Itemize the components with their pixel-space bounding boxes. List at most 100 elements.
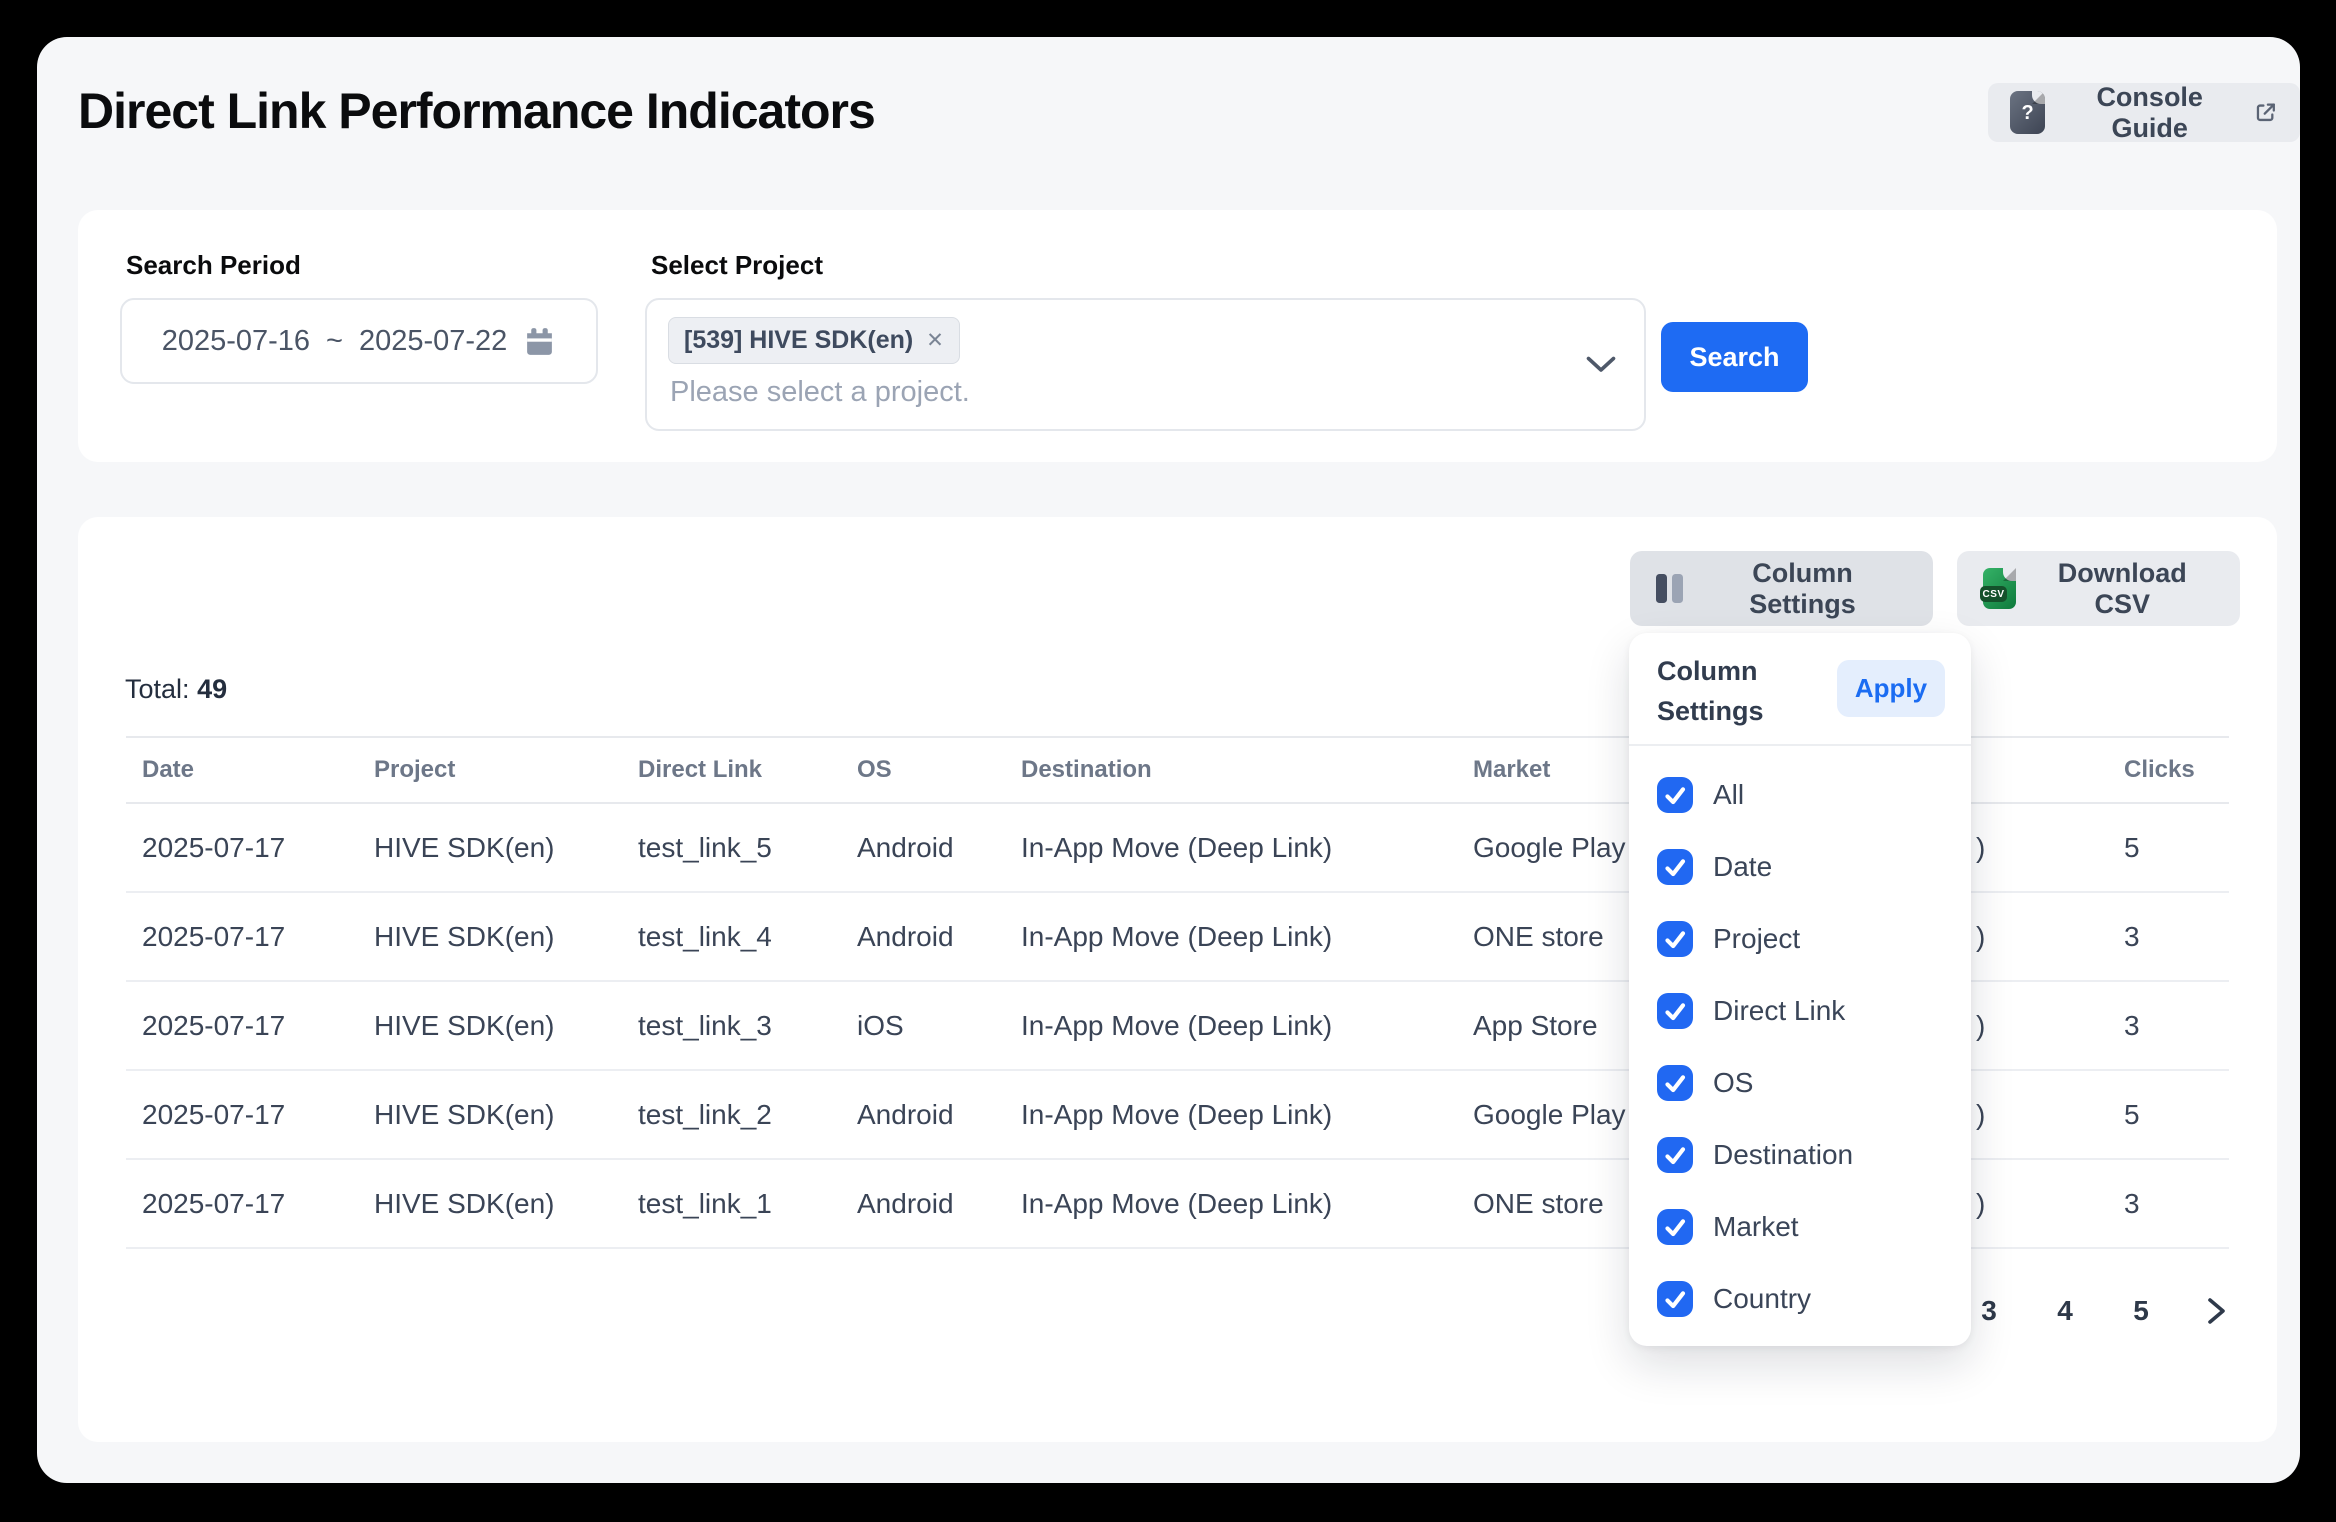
col-header-clicks: Clicks: [2108, 736, 2229, 804]
cell-clicks: 3: [2108, 892, 2229, 982]
cell-direct-link: test_link_2: [622, 1070, 841, 1160]
panel-title: Column Settings: [1657, 656, 1764, 726]
page-5[interactable]: 5: [2133, 1295, 2149, 1326]
page-3[interactable]: 3: [1981, 1295, 1997, 1326]
question-doc-icon: ?: [2010, 91, 2046, 134]
csv-fold-shade: [2002, 568, 2016, 581]
download-csv-button[interactable]: CSV Download CSV: [1957, 551, 2240, 626]
option-label: Date: [1713, 851, 1773, 882]
cell-date: 2025-07-17: [126, 1159, 358, 1249]
cell-destination: In-App Move (Deep Link): [1005, 981, 1457, 1071]
cell-os: Android: [841, 1159, 1005, 1249]
cell-date: 2025-07-17: [126, 803, 358, 893]
col-header-destination: Destination: [1005, 736, 1457, 804]
option-label: Country: [1713, 1283, 1812, 1314]
date-separator: ~: [326, 324, 343, 357]
option-label: Project: [1713, 923, 1801, 954]
search-button[interactable]: Search: [1661, 322, 1808, 392]
cell-direct-link: test_link_1: [622, 1159, 841, 1249]
cell-project: HIVE SDK(en): [358, 1159, 622, 1249]
project-tag: [539] HIVE SDK(en) ✕: [668, 317, 960, 364]
page-4[interactable]: 4: [2057, 1295, 2073, 1326]
table-row: 2025-07-17 HIVE SDK(en) test_link_4 Andr…: [126, 892, 2229, 982]
cell-os: iOS: [841, 981, 1005, 1071]
cell-project: HIVE SDK(en): [358, 981, 622, 1071]
table-row: 2025-07-17 HIVE SDK(en) test_link_3 iOS …: [126, 981, 2229, 1071]
cell-os: Android: [841, 1070, 1005, 1160]
column-settings-panel: Column Settings Apply All Date Project D…: [1629, 633, 1971, 1346]
table-row: 2025-07-17 HIVE SDK(en) test_link_2 Andr…: [126, 1070, 2229, 1160]
column-option-direct-link[interactable]: Direct Link: [1657, 975, 1943, 1047]
column-option-date[interactable]: Date: [1657, 831, 1943, 903]
checkbox-checked-icon[interactable]: [1657, 1065, 1693, 1101]
csv-badge: CSV: [1980, 586, 2007, 602]
cell-direct-link: test_link_4: [622, 892, 841, 982]
main-card: Direct Link Performance Indicators ? Con…: [37, 37, 2300, 1483]
chevron-down-icon[interactable]: [1586, 356, 1616, 373]
checkbox-checked-icon[interactable]: [1657, 1281, 1693, 1317]
cell-destination: In-App Move (Deep Link): [1005, 892, 1457, 982]
project-tag-label: [539] HIVE SDK(en): [684, 326, 914, 354]
date-range-input[interactable]: 2025-07-16 ~ 2025-07-22: [120, 298, 598, 384]
total-count: Total: 49: [125, 674, 227, 705]
project-select[interactable]: [539] HIVE SDK(en) ✕ Please select a pro…: [645, 298, 1646, 431]
panel-divider: [1629, 744, 1971, 746]
option-label: Direct Link: [1713, 995, 1846, 1026]
col-header-direct-link: Direct Link: [622, 736, 841, 804]
cell-country-fragment: ): [1960, 1159, 2108, 1249]
download-csv-button-label: Download CSV: [2057, 557, 2187, 619]
column-settings-button[interactable]: Column Settings: [1630, 551, 1933, 626]
option-label: All: [1713, 779, 1745, 810]
console-guide-label: Console Guide: [2096, 81, 2203, 143]
cell-date: 2025-07-17: [126, 981, 358, 1071]
col-header-country: [1960, 736, 2108, 804]
option-label: Market: [1713, 1211, 1799, 1242]
checkbox-checked-icon[interactable]: [1657, 1137, 1693, 1173]
total-label: Total:: [125, 674, 190, 704]
cell-country-fragment: ): [1960, 803, 2108, 893]
cell-os: Android: [841, 892, 1005, 982]
column-option-destination[interactable]: Destination: [1657, 1119, 1943, 1191]
checkbox-checked-icon[interactable]: [1657, 993, 1693, 1029]
option-label: OS: [1713, 1067, 1754, 1098]
filter-card: Search Period 2025-07-16 ~ 2025-07-22 Se…: [78, 210, 2277, 462]
console-guide-button[interactable]: ? Console Guide: [1988, 81, 2300, 143]
col-header-os: OS: [841, 736, 1005, 804]
cell-clicks: 5: [2108, 1070, 2229, 1160]
column-option-market[interactable]: Market: [1657, 1191, 1943, 1263]
pagination: 3 4 5: [1967, 1289, 2239, 1333]
cell-project: HIVE SDK(en): [358, 1070, 622, 1160]
cell-clicks: 5: [2108, 803, 2229, 893]
panel-header: Column Settings Apply: [1629, 633, 1971, 731]
columns-icon: [1656, 574, 1683, 603]
close-icon[interactable]: ✕: [926, 329, 944, 352]
page-title: Direct Link Performance Indicators: [78, 83, 876, 139]
csv-fold: [2002, 568, 2016, 581]
col-header-date: Date: [126, 736, 358, 804]
question-glyph: ?: [2021, 102, 2034, 124]
column-option-all[interactable]: All: [1657, 759, 1943, 831]
checkbox-checked-icon[interactable]: [1657, 1209, 1693, 1245]
calendar-icon[interactable]: [523, 325, 556, 358]
csv-file-icon: CSV: [1980, 568, 2016, 609]
apply-button[interactable]: Apply: [1837, 660, 1945, 717]
doc-fold: [2032, 91, 2046, 104]
column-option-country[interactable]: Country: [1657, 1263, 1943, 1335]
column-option-project[interactable]: Project: [1657, 903, 1943, 975]
cell-date: 2025-07-17: [126, 1070, 358, 1160]
cell-country-fragment: ): [1960, 1070, 2108, 1160]
cell-direct-link: test_link_5: [622, 803, 841, 893]
checkbox-checked-icon[interactable]: [1657, 777, 1693, 813]
cell-project: HIVE SDK(en): [358, 803, 622, 893]
checkbox-checked-icon[interactable]: [1657, 921, 1693, 957]
column-options-list: All Date Project Direct Link OS Destinat…: [1629, 746, 1971, 1335]
checkbox-checked-icon[interactable]: [1657, 849, 1693, 885]
cell-destination: In-App Move (Deep Link): [1005, 1070, 1457, 1160]
cell-destination: In-App Move (Deep Link): [1005, 803, 1457, 893]
project-placeholder: Please select a project.: [670, 376, 970, 408]
cell-clicks: 3: [2108, 981, 2229, 1071]
next-page-button[interactable]: [2195, 1289, 2239, 1333]
column-option-os[interactable]: OS: [1657, 1047, 1943, 1119]
cell-destination: In-App Move (Deep Link): [1005, 1159, 1457, 1249]
cell-os: Android: [841, 803, 1005, 893]
